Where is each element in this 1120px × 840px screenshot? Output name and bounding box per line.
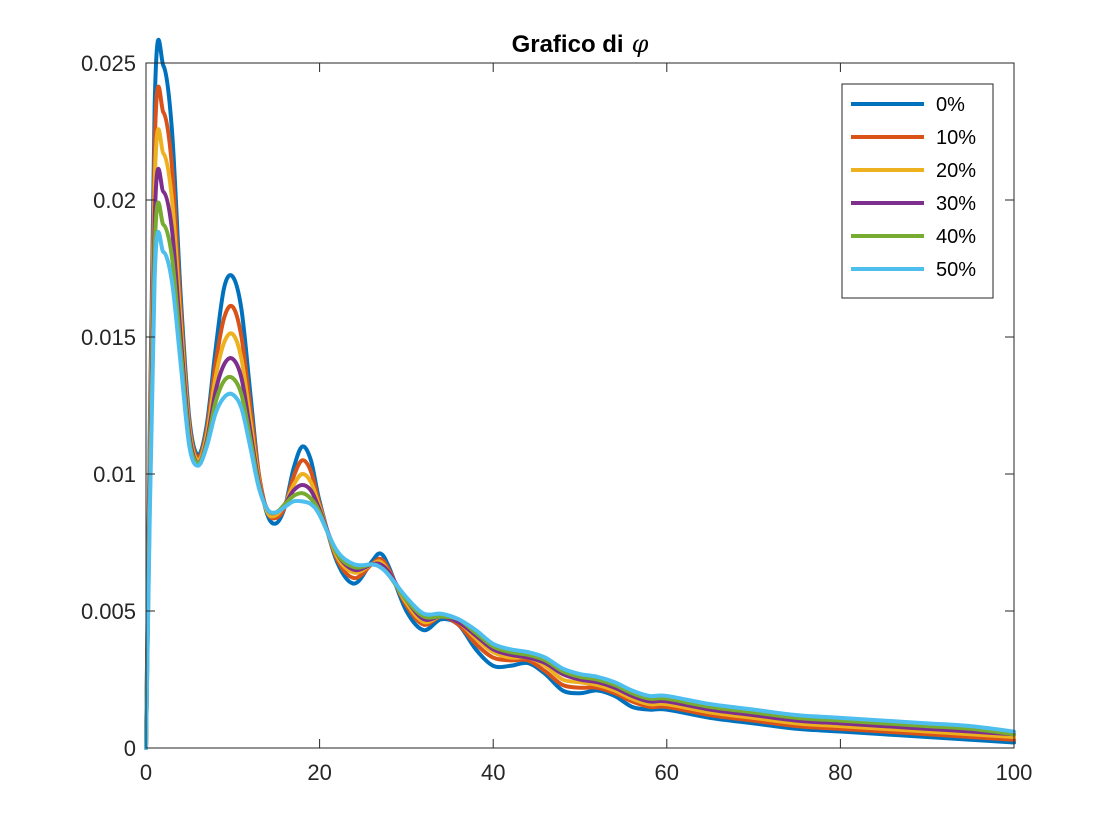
legend-box [841,83,994,299]
series-line-5 [144,230,1016,750]
axes-box [145,62,1015,749]
tick-layer: 0 20 40 60 80 100 0 0.005 0.01 0.015 0.02 0.025 [81,51,1032,785]
legend: 0% 10% 20% 30% 40% 50% [841,83,994,299]
chart-title: Grafico di φ [512,30,649,58]
chart-title-symbol: φ [632,30,649,58]
x-tick-label: 20 [307,760,331,785]
legend-label-3: 30% [936,193,976,215]
x-tick-label: 100 [996,760,1033,785]
legend-label-0: 0% [936,94,965,116]
x-tick-label: 40 [481,760,505,785]
x-tick-label: 0 [140,760,152,785]
legend-label-5: 50% [936,259,976,281]
y-tick-label: 0.01 [93,462,136,487]
x-tick-label: 80 [828,760,852,785]
legend-label-4: 40% [936,226,976,248]
y-tick-label: 0.005 [81,599,136,624]
y-tick-label: 0.025 [81,51,136,76]
x-tick-label: 60 [655,760,679,785]
y-tick-label: 0 [124,736,136,761]
legend-label-2: 20% [936,160,976,182]
series-layer [144,37,1016,750]
y-tick-label: 0.015 [81,325,136,350]
legend-label-1: 10% [936,127,976,149]
chart-title-text: Grafico di [512,31,624,58]
y-tick-label: 0.02 [93,188,136,213]
